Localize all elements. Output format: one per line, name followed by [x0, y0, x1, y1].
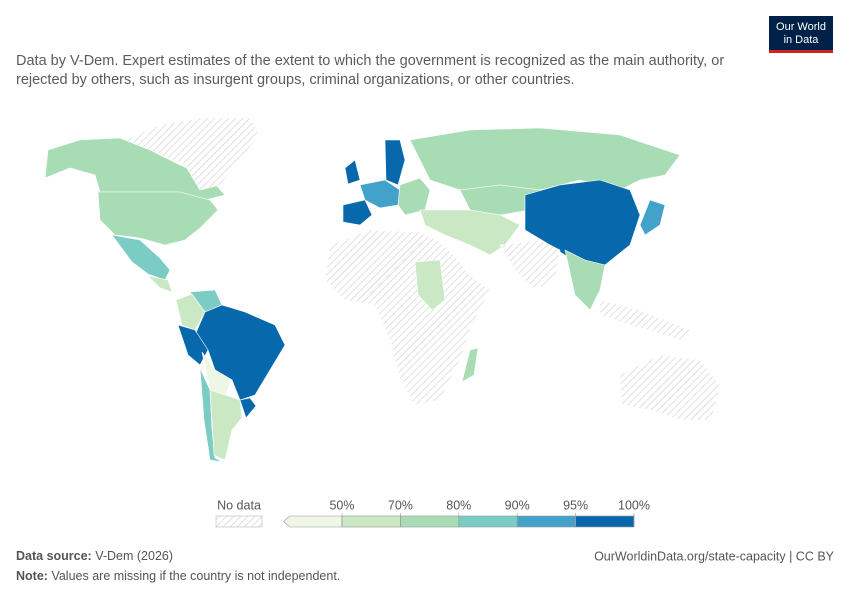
logo[interactable] [769, 16, 833, 50]
country[interactable] [342, 199, 373, 226]
legend-bin [458, 515, 518, 528]
legend-tick-label: 100% [618, 498, 650, 512]
footer-label: Note: [16, 569, 48, 583]
country[interactable] [599, 299, 691, 341]
country[interactable] [564, 249, 606, 311]
legend-tick-label: 95% [563, 498, 588, 512]
country[interactable] [239, 397, 257, 419]
footer-source: Data source: V-Dem (2026) [16, 549, 173, 563]
no-data-swatch [215, 515, 263, 528]
country[interactable] [147, 275, 173, 293]
subtitle: Data by V-Dem. Expert estimates of the e… [16, 53, 724, 69]
footer-note: Note: Values are missing if the country … [16, 569, 340, 583]
country[interactable] [419, 209, 521, 256]
country[interactable] [639, 199, 666, 236]
country[interactable] [499, 239, 561, 291]
footer-text: Values are missing if the country is not… [51, 569, 340, 583]
footer-url[interactable]: OurWorldinData.org/state-capacity | CC B… [594, 549, 835, 563]
country[interactable] [201, 351, 233, 396]
country[interactable] [344, 159, 361, 185]
country[interactable] [461, 347, 479, 383]
country[interactable] [97, 191, 219, 246]
country[interactable] [324, 229, 491, 406]
footer-label: Data source: [16, 549, 92, 563]
country[interactable] [194, 304, 286, 401]
logo-text: in Data [784, 34, 820, 46]
country[interactable] [175, 293, 206, 331]
legend-tick-label: 80% [446, 498, 471, 512]
legend-bin [341, 515, 401, 528]
country[interactable] [209, 389, 243, 461]
country[interactable] [619, 354, 721, 421]
legend-bin [575, 515, 635, 528]
country[interactable] [409, 127, 681, 191]
legend-bin [400, 515, 460, 528]
country[interactable] [384, 139, 406, 186]
subtitle: rejected by others, such as insurgent gr… [16, 72, 575, 88]
logo-text: Our World [776, 21, 826, 33]
footer-text: V-Dem (2026) [95, 549, 173, 563]
legend-tick-label: 90% [505, 498, 530, 512]
country[interactable] [124, 117, 261, 191]
legend-bin [516, 515, 576, 528]
country[interactable] [414, 259, 446, 311]
map [44, 117, 721, 463]
legend: No data 50% 70% 80% 90% 95% 100% [215, 498, 650, 528]
legend-tick-label: 70% [388, 498, 413, 512]
country[interactable] [111, 234, 171, 281]
legend-label: No data [217, 498, 261, 512]
logo-bar [769, 50, 833, 53]
legend-bin [283, 515, 343, 528]
legend-tick-label: 50% [329, 498, 354, 512]
country[interactable] [397, 177, 431, 216]
country[interactable] [524, 179, 641, 266]
